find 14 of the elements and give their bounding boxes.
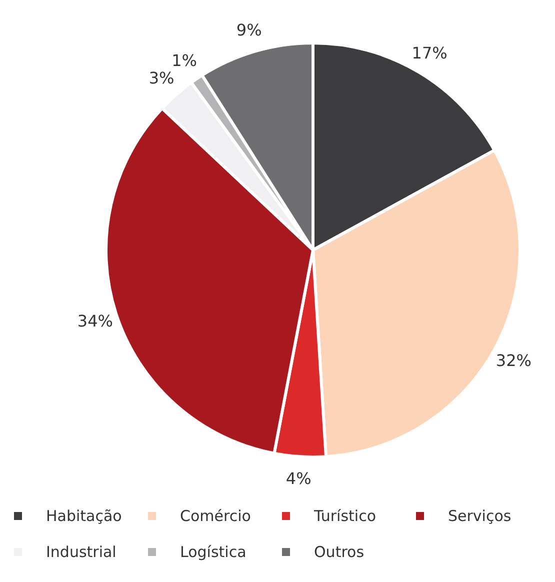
data-label: 32% — [496, 350, 532, 370]
legend-label: Serviços — [448, 507, 512, 525]
legend-label: Habitação — [46, 507, 122, 525]
legend-label: Logística — [180, 543, 246, 561]
data-label: 34% — [77, 311, 113, 330]
data-label: 17% — [412, 43, 448, 62]
data-label: 3% — [148, 68, 174, 88]
legend-label: Outros — [314, 543, 364, 561]
legend-label: Turístico — [314, 507, 376, 525]
data-label: 4% — [286, 469, 312, 488]
data-label: 1% — [172, 51, 197, 70]
legend-label: Industrial — [46, 543, 116, 561]
legend-label: Comércio — [180, 507, 251, 525]
data-label: 9% — [236, 20, 262, 40]
